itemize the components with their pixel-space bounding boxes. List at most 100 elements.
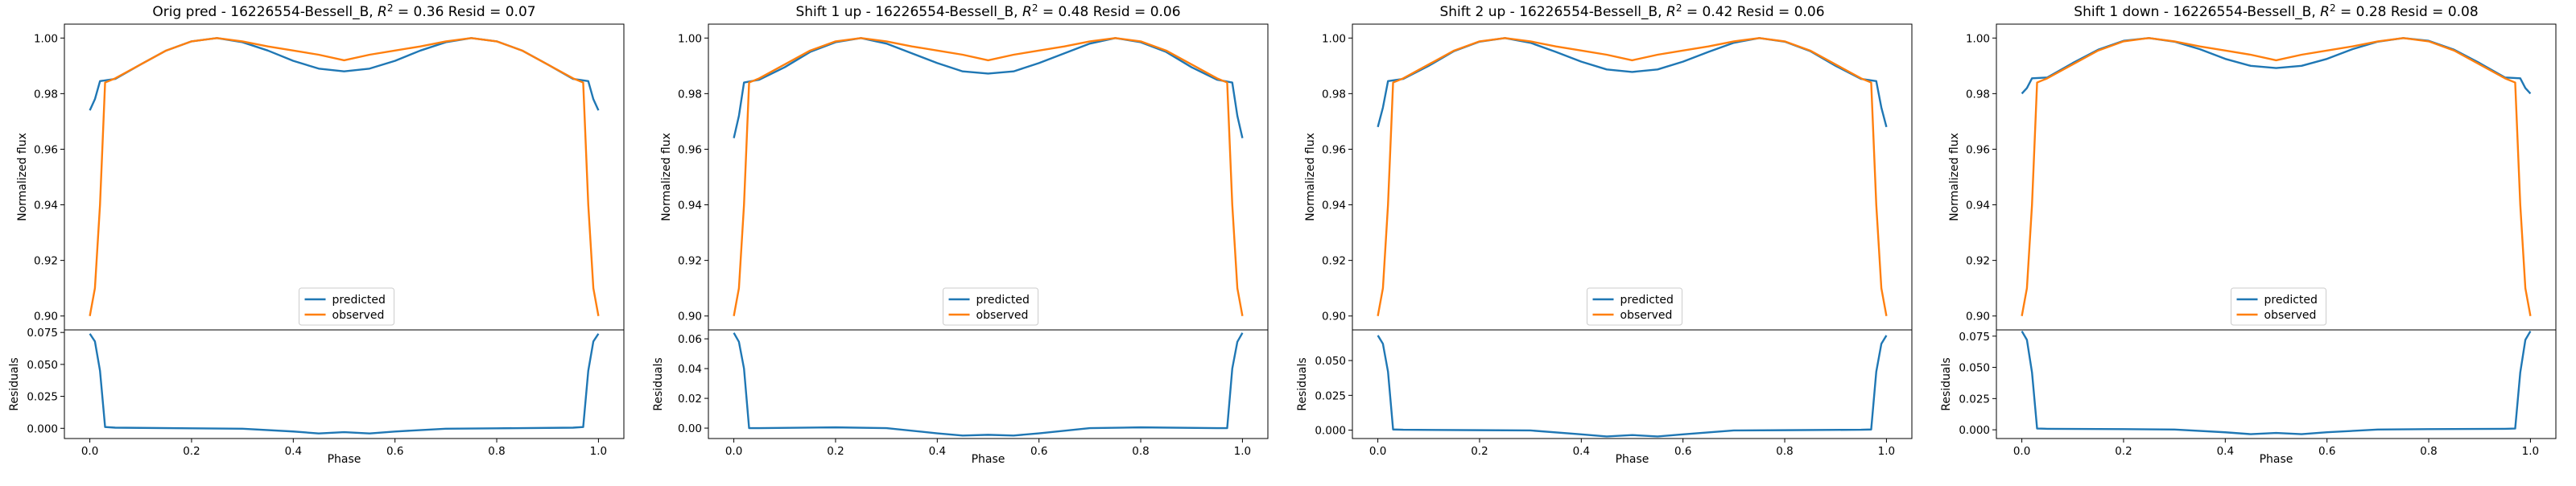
y-tick-label: 0.94 — [1322, 200, 1346, 212]
x-tick-label: 0.4 — [929, 445, 946, 458]
residual-y-tick-label: 0.025 — [1315, 389, 1346, 402]
x-tick-label: 0.4 — [1573, 445, 1590, 458]
y-tick-label: 0.92 — [1322, 255, 1346, 268]
residual-y-tick-label: 0.050 — [27, 359, 58, 372]
x-tick-label: 1.0 — [1234, 445, 1251, 458]
x-axis-label: Phase — [972, 453, 1005, 466]
top-axes-frame — [1996, 23, 2557, 331]
legend-box — [299, 287, 394, 326]
x-tick-label: 0.6 — [2318, 445, 2335, 458]
residual-line — [89, 333, 600, 435]
title-part-r2-sup: 2 — [387, 2, 394, 14]
x-tick-label: 0.8 — [1776, 445, 1793, 458]
residual-axes-frame — [1996, 329, 2557, 439]
y-axis-label: Normalized flux — [16, 133, 29, 221]
x-tick-label: 1.0 — [590, 445, 607, 458]
x-tick-label: 0.8 — [488, 445, 505, 458]
title-part-r2-sup: 2 — [2330, 2, 2336, 14]
series-line-predicted — [733, 37, 1244, 138]
residual-y-axis-label: Residuals — [1296, 357, 1309, 410]
residual-y-tick-label: 0.000 — [1959, 424, 1990, 437]
residual-y-tick-label: 0.050 — [1315, 355, 1346, 368]
title-part-prefix: Orig pred - 16226554-Bessell_B, — [152, 4, 378, 20]
residual-y-axis-label: Residuals — [652, 357, 665, 410]
y-tick-label: 0.96 — [34, 143, 58, 156]
x-tick-label: 0.4 — [285, 445, 302, 458]
series-line-predicted — [1377, 37, 1888, 128]
legend-label-predicted: predicted — [1620, 294, 1674, 307]
legend-label-observed: observed — [1620, 309, 1673, 322]
y-tick-label: 0.98 — [678, 88, 702, 101]
residual-y-tick-label: 0.025 — [1959, 393, 1990, 406]
x-tick-label: 1.0 — [2522, 445, 2539, 458]
title-part-prefix: Shift 1 down - 16226554-Bessell_B, — [2074, 4, 2320, 20]
legend-box — [1587, 287, 1682, 326]
residual-y-tick-label: 0.000 — [1315, 425, 1346, 438]
y-tick-label: 0.94 — [34, 200, 58, 212]
residual-y-tick-label: 0.000 — [27, 422, 58, 435]
y-tick-label: 1.00 — [1322, 32, 1346, 45]
chart-title-2: Shift 1 up - 16226554-Bessell_B, R2 = 0.… — [795, 2, 1180, 20]
y-tick-label: 0.98 — [1966, 88, 1990, 101]
x-axis-label: Phase — [1616, 453, 1649, 466]
y-tick-label: 1.00 — [34, 32, 58, 45]
x-tick-label: 0.2 — [1471, 445, 1488, 458]
title-part-prefix: Shift 1 up - 16226554-Bessell_B, — [795, 4, 1022, 20]
x-tick-label: 0.0 — [1369, 445, 1386, 458]
x-axis-label: Phase — [2260, 453, 2293, 466]
legend-label-predicted: predicted — [2264, 294, 2318, 307]
x-tick-label: 0.6 — [1030, 445, 1047, 458]
x-tick-label: 0.2 — [827, 445, 844, 458]
title-part-r2-symbol: R — [2320, 4, 2330, 20]
top-axes-frame — [64, 23, 625, 331]
residual-axes-frame — [708, 329, 1269, 439]
y-tick-label: 0.96 — [1966, 143, 1990, 156]
title-part-prefix: Shift 2 up - 16226554-Bessell_B, — [1439, 4, 1666, 20]
y-tick-label: 0.96 — [1322, 143, 1346, 156]
title-part-r2-sup: 2 — [1032, 2, 1038, 14]
x-tick-label: 0.0 — [725, 445, 742, 458]
y-tick-label: 0.90 — [34, 311, 58, 323]
legend-label-observed: observed — [332, 309, 385, 322]
residual-y-tick-label: 0.04 — [678, 363, 702, 376]
y-tick-label: 0.92 — [678, 255, 702, 268]
series-line-observed — [1377, 37, 1888, 316]
y-tick-label: 0.98 — [34, 88, 58, 101]
residual-line — [2021, 330, 2532, 435]
residual-y-tick-label: 0.075 — [1959, 331, 1990, 344]
series-line-observed — [89, 37, 600, 316]
y-tick-label: 0.92 — [34, 255, 58, 268]
y-axis-label: Normalized flux — [1304, 133, 1317, 221]
legend-box — [2231, 287, 2326, 326]
y-axis-label: Normalized flux — [1948, 133, 1961, 221]
x-tick-label: 0.2 — [2115, 445, 2132, 458]
title-part-rest: = 0.42 Resid = 0.06 — [1682, 4, 1824, 20]
title-part-r2-symbol: R — [1022, 4, 1032, 20]
residual-y-tick-label: 0.075 — [27, 327, 58, 340]
residual-axes-frame — [64, 329, 625, 439]
residual-y-tick-label: 0.025 — [27, 391, 58, 404]
residual-line — [1377, 335, 1888, 438]
y-tick-label: 0.90 — [1322, 311, 1346, 323]
top-axes-frame — [708, 23, 1269, 331]
residual-line — [733, 332, 1244, 437]
y-tick-label: 0.98 — [1322, 88, 1346, 101]
title-part-rest: = 0.28 Resid = 0.08 — [2336, 4, 2479, 20]
residual-y-tick-label: 0.050 — [1959, 362, 1990, 375]
residual-axes-frame — [1352, 329, 1913, 439]
y-tick-label: 1.00 — [678, 32, 702, 45]
x-tick-label: 0.6 — [1674, 445, 1691, 458]
x-tick-label: 0.2 — [183, 445, 200, 458]
y-tick-label: 0.94 — [678, 200, 702, 212]
legend-label-observed: observed — [2264, 309, 2317, 322]
residual-y-axis-label: Residuals — [8, 357, 21, 410]
top-axes-frame — [1352, 23, 1913, 331]
title-part-rest: = 0.48 Resid = 0.06 — [1038, 4, 1180, 20]
legend-label-observed: observed — [976, 309, 1029, 322]
y-tick-label: 1.00 — [1966, 32, 1990, 45]
x-tick-label: 0.8 — [1132, 445, 1149, 458]
x-tick-label: 0.0 — [81, 445, 98, 458]
residual-y-tick-label: 0.06 — [678, 333, 702, 346]
legend-label-predicted: predicted — [332, 294, 386, 307]
